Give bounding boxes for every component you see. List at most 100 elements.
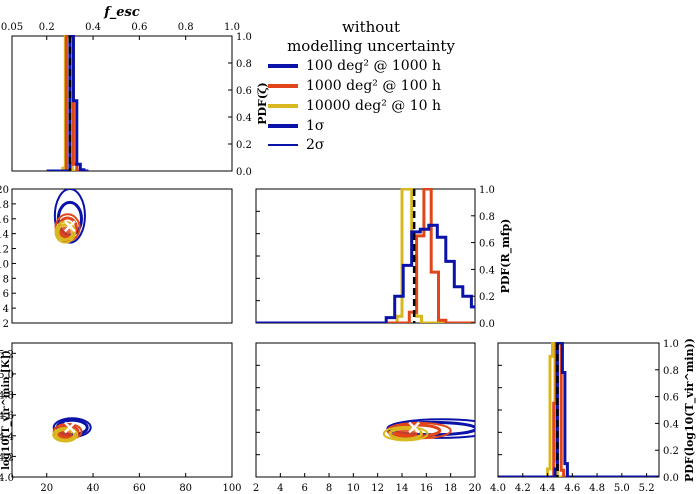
y-tick-label: 18 [0, 200, 9, 211]
contour-panel-zeta-Rmfp [11, 188, 233, 324]
contour-1sigma [56, 223, 75, 242]
y-axis-label: log10(T_vir^min [K]) [1, 350, 12, 470]
pdf-tick-label: 0.8 [479, 212, 495, 223]
top-tick-label: 0.2 [39, 22, 55, 33]
pdf-line [46, 35, 89, 171]
pdf-panel-zeta: 0.0 0.2 0.4 0.6 0.8 1.0 PDF(ζ) [11, 32, 269, 178]
pdf-axis-label: PDF(ζ) [256, 82, 269, 125]
contour-panel-Rmfp-Tvir [255, 342, 476, 478]
contour-2sigma [53, 189, 86, 244]
contour-panel-zeta-Tvir [11, 342, 233, 478]
pdf-axis-label: PDF(R_mfp) [499, 219, 513, 294]
y-tick-label: 20 [0, 185, 9, 196]
pdf-tick-label: 0.6 [479, 239, 495, 250]
x-tick-label: 60 [133, 483, 146, 494]
contour-2sigma [382, 426, 429, 442]
x-tick-label: 5.2 [639, 483, 655, 494]
y-tick-label: 4.6 [0, 411, 14, 422]
contour-1sigma [388, 427, 423, 441]
legend-entry: 100 deg² @ 1000 h [268, 56, 468, 76]
x-tick-label: 100 [222, 483, 241, 494]
pdf-tick-label: 0.6 [663, 393, 679, 404]
legend-title-line1: without [341, 18, 401, 36]
truth-marker [408, 421, 421, 434]
y-tick-label: 16 [0, 215, 9, 226]
pdf-tick-label: 0.0 [479, 319, 495, 330]
legend-swatch [268, 104, 298, 108]
x-tick-label: 8 [326, 483, 332, 494]
legend: without modelling uncertainty 100 deg² @… [268, 18, 468, 154]
top-tick-label: 0.4 [85, 22, 101, 33]
y-tick-label: 12 [0, 245, 9, 256]
x-tick-label: 10 [347, 483, 360, 494]
y-tick-label: 4.8 [0, 391, 14, 402]
x-tick-label: 20 [40, 483, 53, 494]
y-tick-label: 14 [0, 230, 9, 241]
legend-entry: 1000 deg² @ 100 h [268, 76, 468, 96]
x-tick-label: 4.8 [589, 483, 605, 494]
x-tick-label: 4.0 [490, 483, 506, 494]
legend-swatch [268, 84, 298, 88]
pdf-line [256, 188, 475, 323]
x-tick-label: 40 [87, 483, 100, 494]
pdf-panel-Rmfp-frame [255, 188, 476, 324]
pdf-line [498, 342, 659, 477]
x-tick-label: 16 [420, 483, 433, 494]
pdf-line [498, 342, 659, 477]
pdf-tick-label: 0.4 [479, 265, 495, 276]
contour-panel-Rmfp-Tvir-frame [255, 342, 476, 478]
x-tick-label: 4.6 [564, 483, 580, 494]
y-tick-label: 6 [3, 289, 9, 300]
contour-panel-zeta-Rmfp-frame [11, 188, 233, 324]
contour-fill [58, 430, 73, 439]
pdf-tick-label: 1.0 [479, 185, 495, 196]
legend-label: 2σ [306, 136, 325, 153]
pdf-tick-label: 0.2 [663, 446, 679, 457]
x-tick-label: 6 [301, 483, 307, 494]
pdf-tick-label: 0.8 [663, 366, 679, 377]
truth-marker [64, 421, 76, 434]
legend-label: 1000 deg² @ 100 h [306, 78, 441, 94]
x-tick-label: 18 [444, 483, 457, 494]
x-tick-label: 5.0 [614, 483, 630, 494]
pdf-tick-label: 0.4 [663, 419, 679, 430]
pdf-panel-zeta-frame [11, 35, 233, 172]
legend-title-line2: modelling uncertainty [287, 37, 455, 55]
pdf-line [46, 35, 89, 171]
pdf-line [256, 223, 475, 323]
x-tick-label: 4.4 [540, 483, 556, 494]
y-tick-label: 4.2 [0, 452, 14, 463]
top-tick-label: 0.6 [131, 22, 147, 33]
y-tick-label: 4 [3, 304, 9, 315]
legend-label: 100 deg² @ 1000 h [306, 58, 441, 74]
top-tick-label: 0.8 [178, 22, 194, 33]
x-tick-label: 2 [253, 483, 259, 494]
pdf-panel-Tvir-frame [497, 342, 660, 478]
pdf-tick-label: 0.2 [479, 292, 495, 303]
top-tick-label: 1.0 [224, 22, 240, 33]
pdf-tick-label: 1.0 [663, 339, 679, 350]
y-tick-label: 5.2 [0, 349, 14, 360]
pdf-tick-label: 0.6 [236, 86, 252, 97]
y-tick-label: 4.4 [0, 432, 14, 443]
legend-entry: 2σ [268, 135, 468, 154]
x-tick-label: 4 [277, 483, 283, 494]
top-axis-title: f_esc [103, 5, 140, 20]
y-tick-label: 10 [0, 259, 9, 270]
pdf-tick-label: 0.2 [236, 140, 252, 151]
y-tick-label: 2 [3, 319, 9, 330]
pdf-line [256, 188, 475, 323]
x-tick-label: 20 [469, 483, 482, 494]
pdf-line [498, 342, 659, 477]
pdf-tick-label: 0.0 [663, 473, 679, 484]
legend-swatch [268, 64, 298, 68]
y-tick-label: 5.0 [0, 370, 14, 381]
top-tick-label: 0.05 [1, 22, 23, 33]
contour-2sigma [52, 427, 79, 443]
legend-entry: 10000 deg² @ 10 h [268, 96, 468, 116]
truth-marker [64, 220, 76, 233]
pdf-tick-label: 1.0 [236, 32, 252, 43]
x-tick-label: 12 [371, 483, 384, 494]
y-tick-label: 8 [3, 274, 9, 285]
